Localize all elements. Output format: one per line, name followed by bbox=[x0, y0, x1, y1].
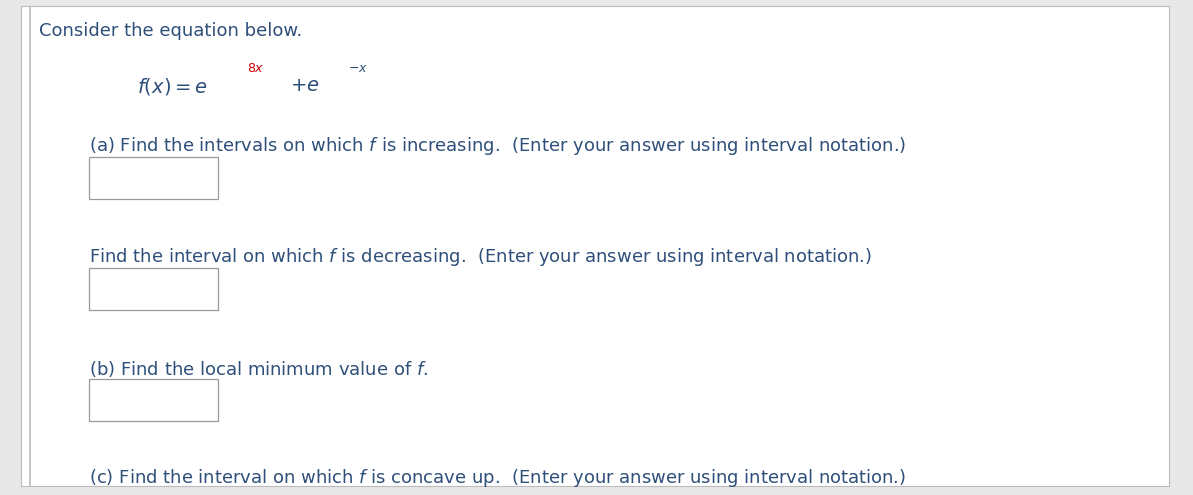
Text: $+ e$: $+ e$ bbox=[290, 76, 320, 95]
Text: $8x$: $8x$ bbox=[247, 62, 265, 76]
Text: (c) Find the interval on which $\mathit{f}$ is concave up.  (Enter your answer u: (c) Find the interval on which $\mathit{… bbox=[89, 467, 907, 490]
Bar bbox=[89, 157, 218, 199]
Bar bbox=[89, 379, 218, 421]
FancyBboxPatch shape bbox=[21, 6, 1169, 486]
Bar bbox=[89, 268, 218, 310]
Text: (a) Find the intervals on which $\mathit{f}$ is increasing.  (Enter your answer : (a) Find the intervals on which $\mathit… bbox=[89, 135, 907, 157]
Text: (b) Find the local minimum value of $\mathit{f}$.: (b) Find the local minimum value of $\ma… bbox=[89, 359, 428, 379]
Text: Find the interval on which $\mathit{f}$ is decreasing.  (Enter your answer using: Find the interval on which $\mathit{f}$ … bbox=[89, 246, 872, 268]
Text: Consider the equation below.: Consider the equation below. bbox=[39, 22, 303, 40]
Text: $\mathit{f}(x) = e$: $\mathit{f}(x) = e$ bbox=[137, 76, 208, 98]
Text: $-x$: $-x$ bbox=[348, 62, 369, 76]
